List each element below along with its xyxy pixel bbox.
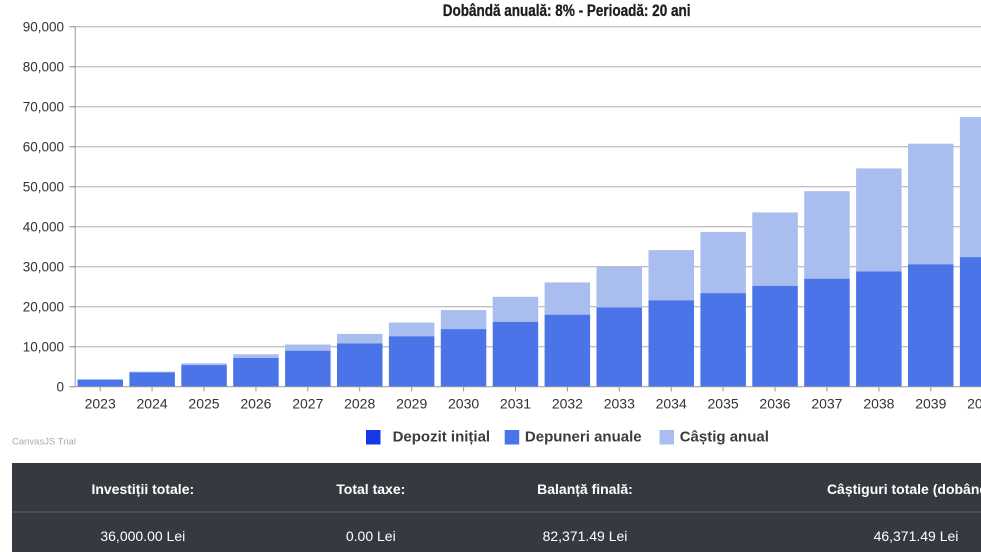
svg-text:2023: 2023 [85,396,116,412]
svg-text:2029: 2029 [396,396,427,412]
svg-text:2025: 2025 [188,396,219,412]
svg-text:80,000: 80,000 [23,60,64,75]
svg-text:70,000: 70,000 [23,100,64,115]
svg-text:40,000: 40,000 [23,220,64,235]
svg-text:2036: 2036 [759,396,790,412]
svg-text:2024: 2024 [137,396,168,412]
svg-text:60,000: 60,000 [23,140,64,155]
svg-text:0: 0 [56,380,64,395]
svg-text:Câștig anual: Câștig anual [680,428,769,445]
svg-text:2031: 2031 [500,396,531,412]
svg-text:10,000: 10,000 [23,340,64,355]
svg-text:2027: 2027 [292,396,323,412]
svg-text:2032: 2032 [552,396,583,412]
svg-text:50,000: 50,000 [23,180,64,195]
svg-text:20,000: 20,000 [23,300,64,315]
svg-text:Dobândă anuală: 8% - Perioadă:: Dobândă anuală: 8% - Perioadă: 20 ani [443,2,691,20]
svg-text:2035: 2035 [708,396,739,412]
svg-text:2026: 2026 [240,396,271,412]
svg-text:Depozit inițial: Depozit inițial [393,428,491,445]
svg-text:CanvasJS Trial: CanvasJS Trial [12,437,76,448]
svg-text:30,000: 30,000 [23,260,64,275]
svg-text:2033: 2033 [604,396,635,412]
svg-text:2040: 2040 [967,396,981,412]
svg-text:Depuneri anuale: Depuneri anuale [525,428,642,445]
svg-text:2034: 2034 [656,396,687,412]
svg-text:2038: 2038 [863,396,894,412]
svg-text:2028: 2028 [344,396,375,412]
svg-text:90,000: 90,000 [23,20,64,35]
svg-text:2037: 2037 [811,396,842,412]
svg-text:2039: 2039 [915,396,946,412]
svg-text:2030: 2030 [448,396,479,412]
